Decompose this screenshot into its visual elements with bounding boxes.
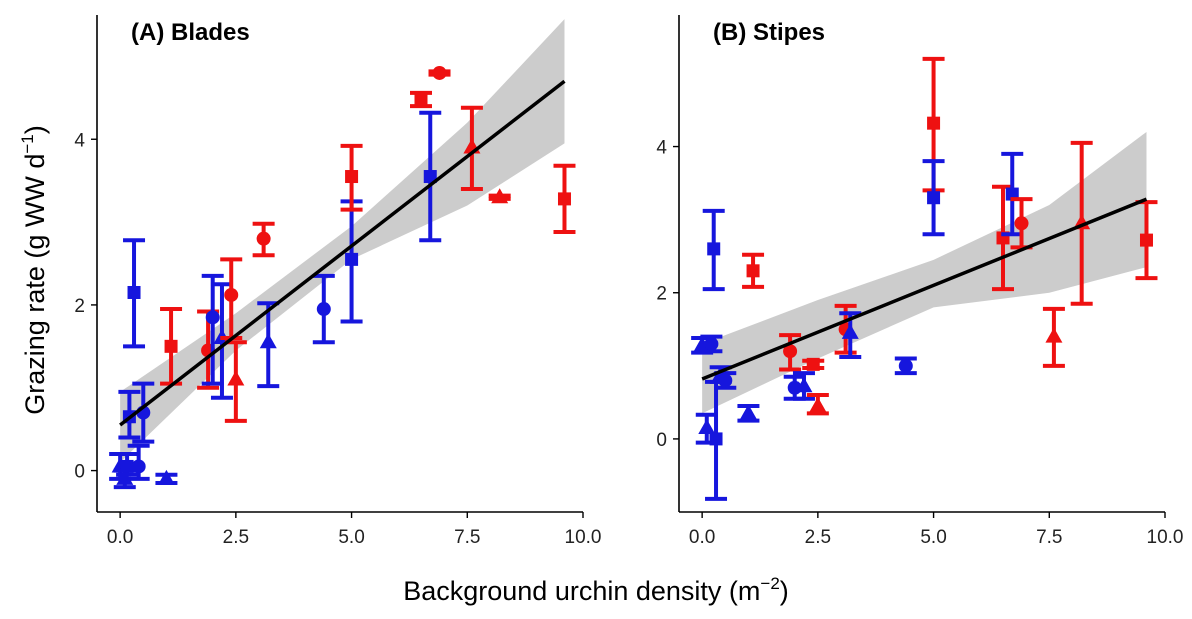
blue-triangle-marker <box>795 377 813 393</box>
y-axis-title-close: ) <box>20 125 50 134</box>
y-tick-label: 2 <box>656 284 667 305</box>
x-tick-label: 7.5 <box>454 527 480 548</box>
x-tick-label: 10.0 <box>565 527 602 548</box>
y-axis-title-main: Grazing rate (g WW d <box>20 154 50 415</box>
panel-a-blades: 0.0 2.5 5.0 7.5 10.0 0 2 4 (A) Blades <box>74 15 601 548</box>
red-triangle-marker <box>1045 327 1063 343</box>
panel-title: (B) Stipes <box>713 19 825 46</box>
panel-title: (A) Blades <box>131 19 250 46</box>
red-square-marker <box>414 92 428 106</box>
blue-triangle-marker <box>698 418 716 434</box>
y-tick-label: 2 <box>74 296 85 317</box>
confidence-band <box>120 19 565 463</box>
blue-square-marker <box>120 459 134 473</box>
red-square-marker <box>927 116 941 130</box>
red-triangle-marker <box>227 370 245 386</box>
blue-square-marker <box>127 285 141 299</box>
red-circle-marker <box>432 65 447 80</box>
panel-b-stipes: 0.0 2.5 5.0 7.5 10.0 0 2 4 (B) Stipes <box>656 15 1183 548</box>
x-tick-label: 10.0 <box>1147 527 1184 548</box>
blue-triangle-marker <box>259 333 277 349</box>
y-axis-title: Grazing rate (g WW d−1) <box>18 125 50 414</box>
blue-circle-marker <box>704 336 719 351</box>
blue-square-marker <box>345 252 359 266</box>
blue-circle-marker <box>131 459 146 474</box>
red-circle-marker <box>1014 216 1029 231</box>
blue-circle-marker <box>205 310 220 325</box>
y-tick-label: 0 <box>656 430 667 451</box>
red-circle-marker <box>224 287 239 302</box>
x-axis-title-main: Background urchin density (m <box>403 576 760 606</box>
blue-square-marker <box>423 170 437 184</box>
blue-circle-marker <box>898 358 913 373</box>
blue-circle-marker <box>718 373 733 388</box>
red-square-marker <box>345 170 359 184</box>
blue-circle-marker <box>316 302 331 317</box>
x-axis-title-exponent: −2 <box>760 574 779 593</box>
x-tick-label: 5.0 <box>920 527 946 548</box>
red-square-marker <box>746 264 760 278</box>
regression-line <box>701 197 1148 381</box>
red-square-marker <box>164 339 178 353</box>
blue-triangle-marker <box>116 469 134 485</box>
blue-triangle-marker <box>841 323 859 339</box>
x-tick-label: 7.5 <box>1036 527 1062 548</box>
x-tick-label: 2.5 <box>223 527 249 548</box>
red-square-marker <box>557 192 571 206</box>
x-axis-title: Background urchin density (m−2) <box>403 574 789 606</box>
y-tick-label: 4 <box>74 130 85 151</box>
blue-triangle-marker <box>739 404 757 420</box>
y-axis-title-exponent: −1 <box>18 134 37 153</box>
x-axis-title-close: ) <box>780 576 789 606</box>
confidence-band <box>702 131 1147 414</box>
regression-line <box>119 79 566 427</box>
red-triangle-marker <box>491 188 509 204</box>
red-square-marker <box>806 357 820 371</box>
y-tick-label: 4 <box>656 138 667 159</box>
x-tick-label: 0.0 <box>689 527 715 548</box>
blue-square-marker <box>707 242 721 256</box>
blue-triangle-marker <box>157 469 175 485</box>
red-square-marker <box>1139 233 1153 247</box>
red-triangle-marker <box>809 397 827 413</box>
y-tick-label: 0 <box>74 462 85 483</box>
x-tick-label: 0.0 <box>107 527 133 548</box>
red-circle-marker <box>256 231 271 246</box>
blue-square-marker <box>927 191 941 205</box>
x-tick-label: 5.0 <box>338 527 364 548</box>
red-circle-marker <box>783 344 798 359</box>
x-tick-label: 2.5 <box>805 527 831 548</box>
blue-square-marker <box>709 432 723 446</box>
